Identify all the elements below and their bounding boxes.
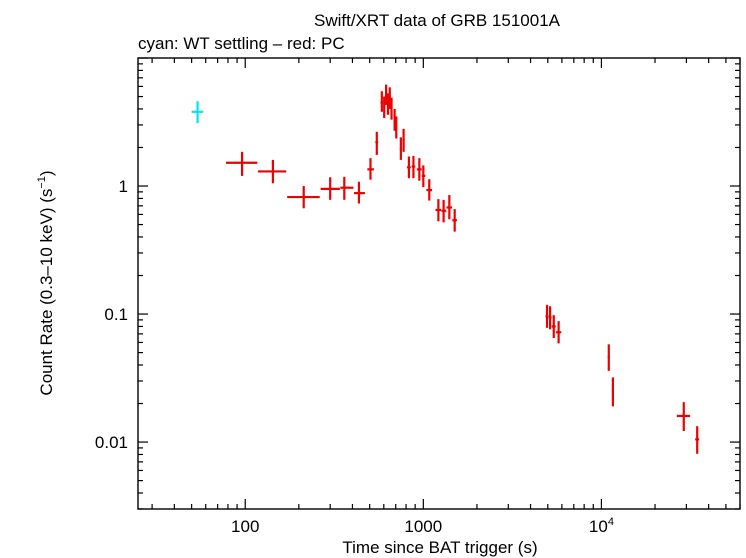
y-axis-label-sup: −1 [36, 176, 48, 189]
data-point [226, 151, 258, 176]
chart-title: Swift/XRT data of GRB 151001A [314, 11, 561, 30]
data-point [416, 158, 422, 181]
y-tick-label: 1 [119, 177, 128, 196]
data-point [384, 84, 388, 105]
data-point [340, 176, 354, 200]
chart-subtitle: cyan: WT settling – red: PC [138, 34, 345, 53]
data-point [426, 179, 433, 201]
data-point [435, 199, 442, 222]
data-point [399, 137, 402, 160]
plot-frame [137, 57, 741, 510]
x-tick-label: 104 [589, 516, 614, 536]
data-point [402, 128, 405, 152]
data-point [411, 155, 416, 179]
y-axis-label: Count Rate (0.3–10 keV) (s−1) [36, 170, 56, 395]
y-axis-label-main: Count Rate (0.3–10 keV) (s [37, 189, 56, 396]
data-point [380, 91, 384, 112]
y-tick-label: 0.01 [95, 433, 128, 452]
data-point [386, 93, 390, 115]
x-tick-label: 100 [231, 517, 259, 536]
data-point [388, 87, 391, 109]
data-points [191, 84, 700, 454]
data-point [695, 426, 700, 454]
x-tick-label: 1000 [404, 517, 442, 536]
axis-tick-labels: 100 1000 104 1 0.1 0.01 [95, 177, 614, 536]
data-point [390, 97, 393, 120]
data-point [407, 156, 411, 179]
x-axis-label: Time since BAT trigger (s) [342, 538, 537, 557]
data-point [191, 101, 204, 124]
data-point [551, 315, 556, 338]
data-point [452, 209, 457, 232]
data-point [446, 195, 453, 220]
data-point [383, 96, 386, 118]
data-point [611, 377, 614, 407]
data-point [676, 402, 691, 432]
y-tick-label: 0.1 [104, 305, 128, 324]
data-point [441, 199, 447, 223]
data-point [555, 321, 562, 344]
data-point [320, 177, 340, 200]
y-axis-label-end: ) [37, 170, 56, 176]
data-point [545, 304, 549, 328]
data-point [395, 116, 398, 139]
data-point [375, 131, 379, 155]
data-point [287, 186, 320, 209]
data-point [353, 181, 365, 204]
data-point [421, 165, 426, 188]
data-point [548, 306, 552, 330]
data-point [258, 159, 287, 184]
axis-ticks [138, 57, 741, 510]
data-point [367, 158, 374, 180]
data-point [607, 344, 610, 371]
